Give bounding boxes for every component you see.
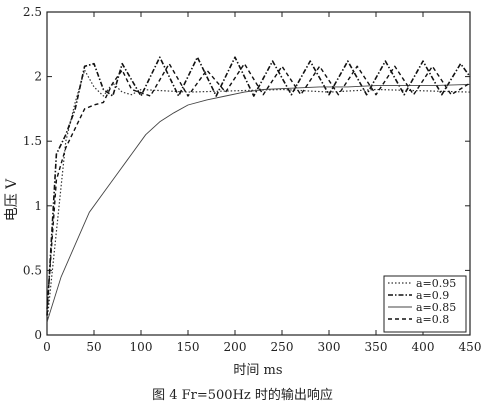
x-tick-label: 50 — [86, 340, 101, 354]
y-tick-label: 1 — [34, 199, 42, 213]
legend-label: a=0.9 — [416, 289, 449, 302]
x-tick-label: 200 — [224, 340, 247, 354]
y-axis-label: 电压 V — [4, 178, 20, 221]
x-axis-ticks: 0 50 100 150 200 250 300 350 400 450 — [43, 12, 481, 354]
x-tick-label: 250 — [271, 340, 294, 354]
legend-box — [383, 275, 467, 333]
y-tick-label: 0.5 — [23, 263, 42, 277]
plot-frame — [46, 11, 471, 336]
x-tick-label: 150 — [177, 340, 200, 354]
y-axis-ticks: 0 0.5 1 1.5 2 2.5 — [23, 5, 470, 342]
legend: a=0.95a=0.9a=0.85a=0.8 — [383, 275, 467, 333]
x-axis-label: 时间 ms — [233, 363, 282, 378]
y-tick-label: 2 — [34, 70, 42, 84]
x-tick-label: 100 — [130, 340, 153, 354]
legend-label: a=0.85 — [416, 301, 456, 314]
x-tick-label: 350 — [365, 340, 388, 354]
series-layer — [46, 56, 471, 323]
series-line-2 — [46, 56, 471, 316]
series-line-3 — [46, 83, 471, 323]
legend-label: a=0.95 — [416, 277, 456, 290]
y-tick-label: 0 — [34, 328, 42, 342]
legend-label: a=0.8 — [416, 313, 449, 326]
x-tick-label: 400 — [412, 340, 435, 354]
y-tick-label: 2.5 — [23, 5, 42, 19]
x-tick-label: 0 — [43, 340, 51, 354]
x-tick-label: 450 — [459, 340, 482, 354]
figure-caption: 图 4 Fr=500Hz 时的输出响应 — [152, 388, 333, 403]
series-line-4 — [46, 63, 471, 310]
y-tick-label: 1.5 — [23, 134, 42, 148]
x-tick-label: 300 — [318, 340, 341, 354]
